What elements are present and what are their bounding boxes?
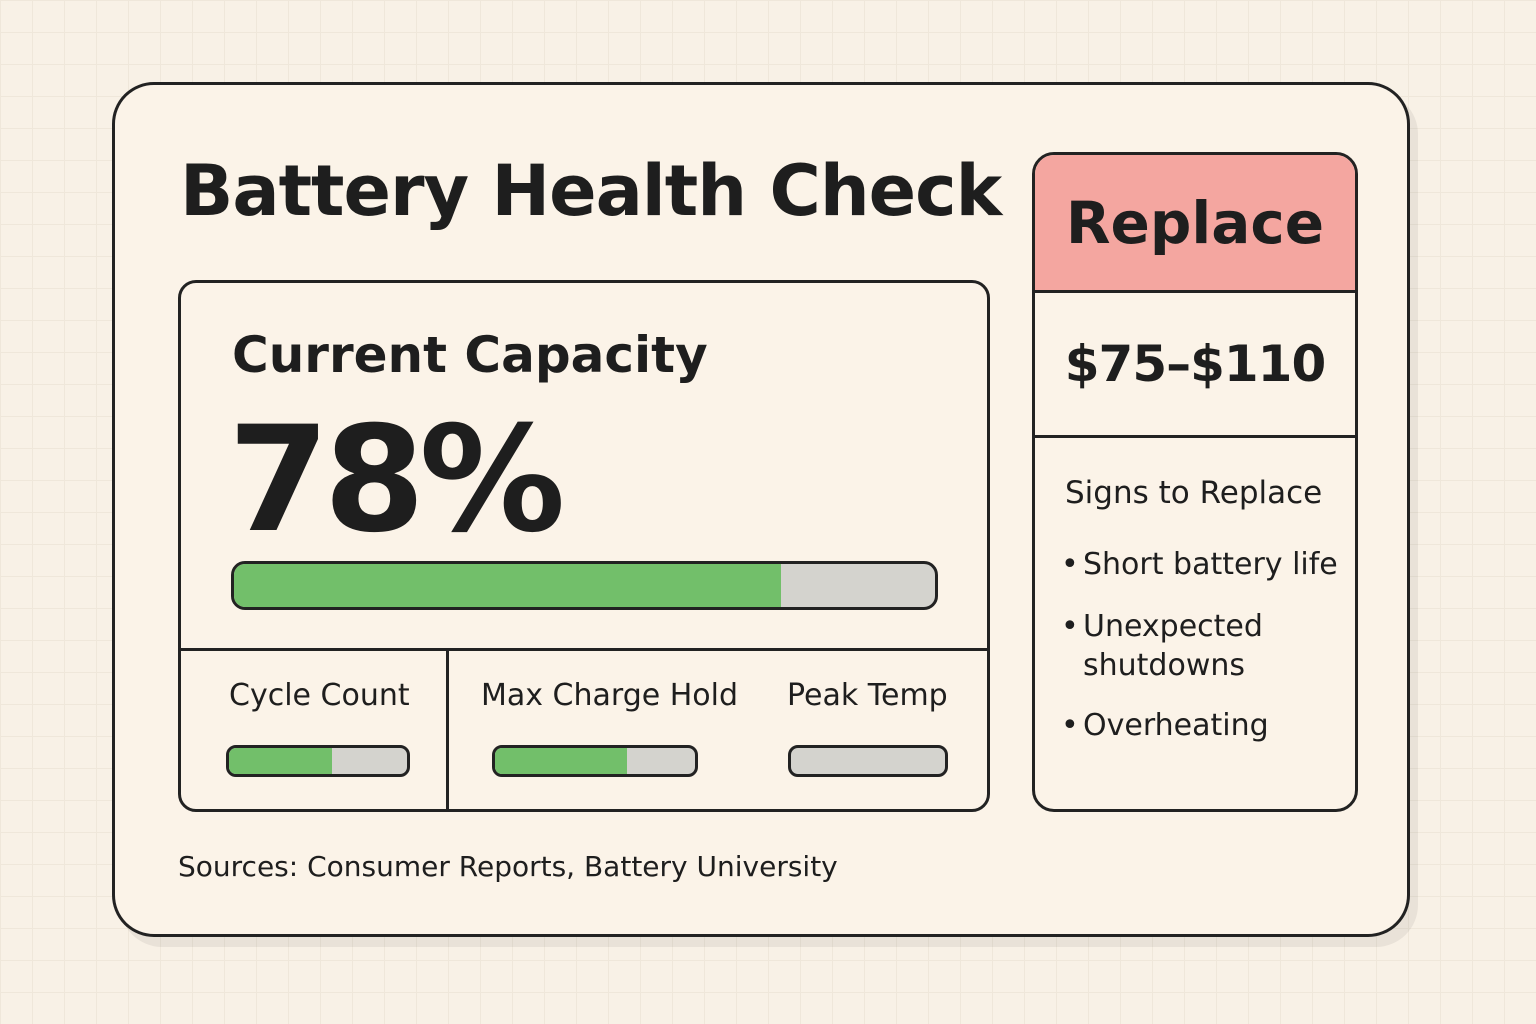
divider: [178, 648, 990, 651]
recommendation-title: Replace: [1035, 155, 1355, 293]
capacity-label: Current Capacity: [232, 326, 708, 384]
signs-title: Signs to Replace: [1065, 475, 1323, 511]
capacity-bar: [231, 561, 938, 610]
metric-label: Cycle Count: [229, 678, 410, 713]
capacity-value: 78%: [228, 395, 565, 565]
metric-bar: [492, 745, 698, 777]
capacity-fill: [234, 564, 781, 607]
metric-bar: [788, 745, 948, 777]
recommendation-panel: Replace $75–$110 Signs to Replace Short …: [1032, 152, 1358, 812]
divider: [446, 650, 449, 812]
sign: Unexpected shutdowns: [1061, 607, 1343, 685]
title: Battery Health Check: [180, 150, 1002, 232]
metric-label: Max Charge Hold: [481, 678, 739, 713]
metric-label: Peak Temp: [787, 678, 948, 713]
sign: Overheating: [1061, 706, 1343, 745]
cost: $75–$110: [1035, 293, 1355, 438]
metric-bar: [226, 745, 410, 777]
sources: Sources: Consumer Reports, Battery Unive…: [178, 850, 838, 883]
capacity-panel: [178, 280, 990, 812]
sign: Short battery life: [1061, 545, 1343, 584]
metric-fill: [495, 748, 627, 774]
metric-fill: [229, 748, 333, 774]
